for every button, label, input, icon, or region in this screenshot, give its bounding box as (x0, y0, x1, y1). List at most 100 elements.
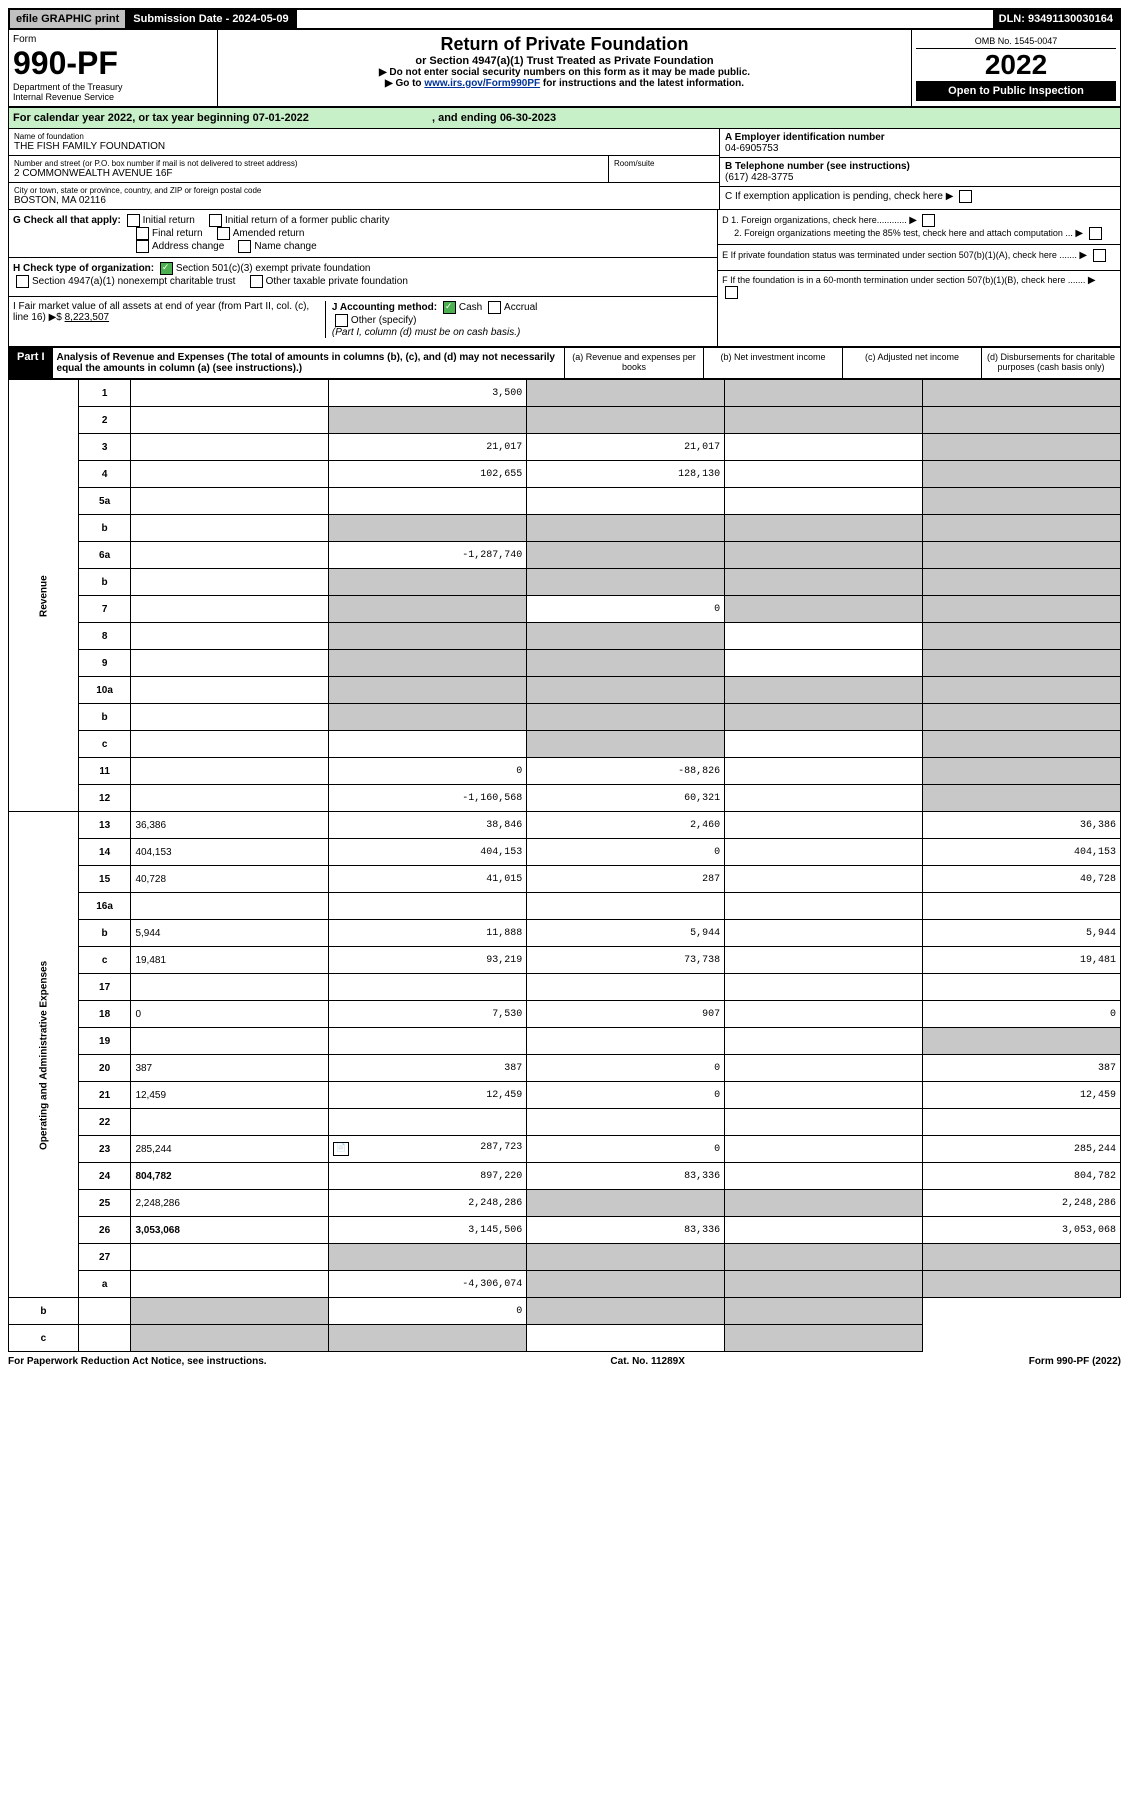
table-row: 23285,244📄287,7230285,244 (9, 1136, 1121, 1163)
amount-col-d (923, 515, 1121, 542)
line-number: 6a (78, 542, 131, 569)
attachment-icon[interactable]: 📄 (333, 1142, 349, 1156)
amount-col-b: 2,460 (527, 812, 725, 839)
table-row: 252,248,2862,248,2862,248,286 (9, 1190, 1121, 1217)
line-description (131, 380, 329, 407)
g-initial-former-cb[interactable] (209, 214, 222, 227)
amount-col-b: 0 (527, 839, 725, 866)
amount-col-d (923, 461, 1121, 488)
amount-col-c (725, 1109, 923, 1136)
amount-col-a: 7,530 (329, 1001, 527, 1028)
amount-col-c (725, 596, 923, 623)
h-501c3-cb[interactable] (160, 262, 173, 275)
amount-col-c (725, 920, 923, 947)
line-number: 17 (78, 974, 131, 1001)
amount-col-c (725, 731, 923, 758)
operating-section-label: Operating and Administrative Expenses (9, 812, 79, 1298)
amount-col-a: 📄287,723 (329, 1136, 527, 1163)
inst2-text: ▶ Go to (385, 78, 422, 89)
amount-col-c (725, 893, 923, 920)
h-other-tax: Other taxable private foundation (266, 276, 408, 287)
h-4947-cb[interactable] (16, 275, 29, 288)
j-accrual-cb[interactable] (488, 301, 501, 314)
amount-col-b (527, 569, 725, 596)
efile-label: efile GRAPHIC print (10, 10, 127, 28)
g-addr-cb[interactable] (136, 240, 149, 253)
amount-col-b: 73,738 (527, 947, 725, 974)
table-row: c19,48193,21973,73819,481 (9, 947, 1121, 974)
j-note: (Part I, column (d) must be on cash basi… (332, 327, 520, 338)
amount-col-a: 897,220 (329, 1163, 527, 1190)
amount-col-a (329, 596, 527, 623)
g-final-cb[interactable] (136, 227, 149, 240)
line-description (78, 1298, 131, 1325)
line-description: 2,248,286 (131, 1190, 329, 1217)
h-other-cb[interactable] (250, 275, 263, 288)
city-label: City or town, state or province, country… (14, 186, 714, 195)
j-other: Other (specify) (351, 315, 417, 326)
table-row: 16a (9, 893, 1121, 920)
irs-link[interactable]: www.irs.gov/Form990PF (424, 78, 540, 89)
amount-col-b (527, 677, 725, 704)
line-description (131, 569, 329, 596)
table-row: c (9, 731, 1121, 758)
amount-col-c (527, 1325, 725, 1352)
amount-col-a: 11,888 (329, 920, 527, 947)
arrow-icon: ▶ (1075, 228, 1083, 239)
ein-value: 04-6905753 (725, 143, 1115, 154)
amount-col-a: 41,015 (329, 866, 527, 893)
i-section: I Fair market value of all assets at end… (13, 301, 325, 338)
amount-col-c (725, 1055, 923, 1082)
line-description: 0 (131, 1001, 329, 1028)
line-number: 27 (78, 1244, 131, 1271)
j-label: J Accounting method: (332, 302, 437, 313)
g-initial-former: Initial return of a former public charit… (225, 215, 390, 226)
table-row: 263,053,0683,145,50683,3363,053,068 (9, 1217, 1121, 1244)
amount-col-d (923, 785, 1121, 812)
d1-checkbox[interactable] (922, 214, 935, 227)
g-amended-cb[interactable] (217, 227, 230, 240)
g-name-cb[interactable] (238, 240, 251, 253)
amount-col-a: 387 (329, 1055, 527, 1082)
e-checkbox[interactable] (1093, 249, 1106, 262)
amount-col-c (725, 704, 923, 731)
omb-number: OMB No. 1545-0047 (916, 34, 1116, 49)
amount-col-b: -88,826 (527, 758, 725, 785)
amount-col-d (923, 704, 1121, 731)
revenue-section-label: Revenue (9, 380, 79, 812)
amount-col-a (329, 731, 527, 758)
d2-checkbox[interactable] (1089, 227, 1102, 240)
j-other-cb[interactable] (335, 314, 348, 327)
dln-label: DLN: 93491130030164 (993, 10, 1119, 28)
col-d-header: (d) Disbursements for charitable purpose… (981, 348, 1120, 378)
f-row: F If the foundation is in a 60-month ter… (718, 270, 1120, 303)
j-cash-cb[interactable] (443, 301, 456, 314)
g-initial-cb[interactable] (127, 214, 140, 227)
amount-col-d (923, 1109, 1121, 1136)
line-number: 8 (78, 623, 131, 650)
amount-col-b: 21,017 (527, 434, 725, 461)
h-4947: Section 4947(a)(1) nonexempt charitable … (32, 276, 235, 287)
table-row: 27 (9, 1244, 1121, 1271)
form-number: 990-PF (13, 45, 213, 82)
amount-col-d (923, 434, 1121, 461)
c-checkbox[interactable] (959, 190, 972, 203)
foundation-name: THE FISH FAMILY FOUNDATION (14, 141, 714, 152)
amount-col-d: 387 (923, 1055, 1121, 1082)
table-row: 9 (9, 650, 1121, 677)
table-row: 2 (9, 407, 1121, 434)
e-label: E If private foundation status was termi… (722, 250, 1077, 260)
line-description (131, 893, 329, 920)
f-checkbox[interactable] (725, 286, 738, 299)
amount-col-d (923, 488, 1121, 515)
amount-col-c (725, 1271, 923, 1298)
line-number: 15 (78, 866, 131, 893)
amount-col-b: 0 (329, 1298, 527, 1325)
amount-col-a (131, 1325, 329, 1352)
amount-col-d: 3,053,068 (923, 1217, 1121, 1244)
part1-label: Part I (9, 348, 53, 378)
line-description: 5,944 (131, 920, 329, 947)
table-row: c (9, 1325, 1121, 1352)
table-row: b (9, 515, 1121, 542)
amount-col-b: 287 (527, 866, 725, 893)
